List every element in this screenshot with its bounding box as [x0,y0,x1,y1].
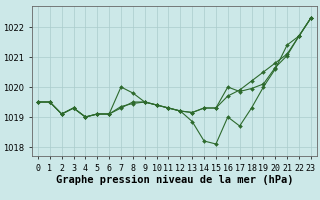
X-axis label: Graphe pression niveau de la mer (hPa): Graphe pression niveau de la mer (hPa) [56,175,293,185]
